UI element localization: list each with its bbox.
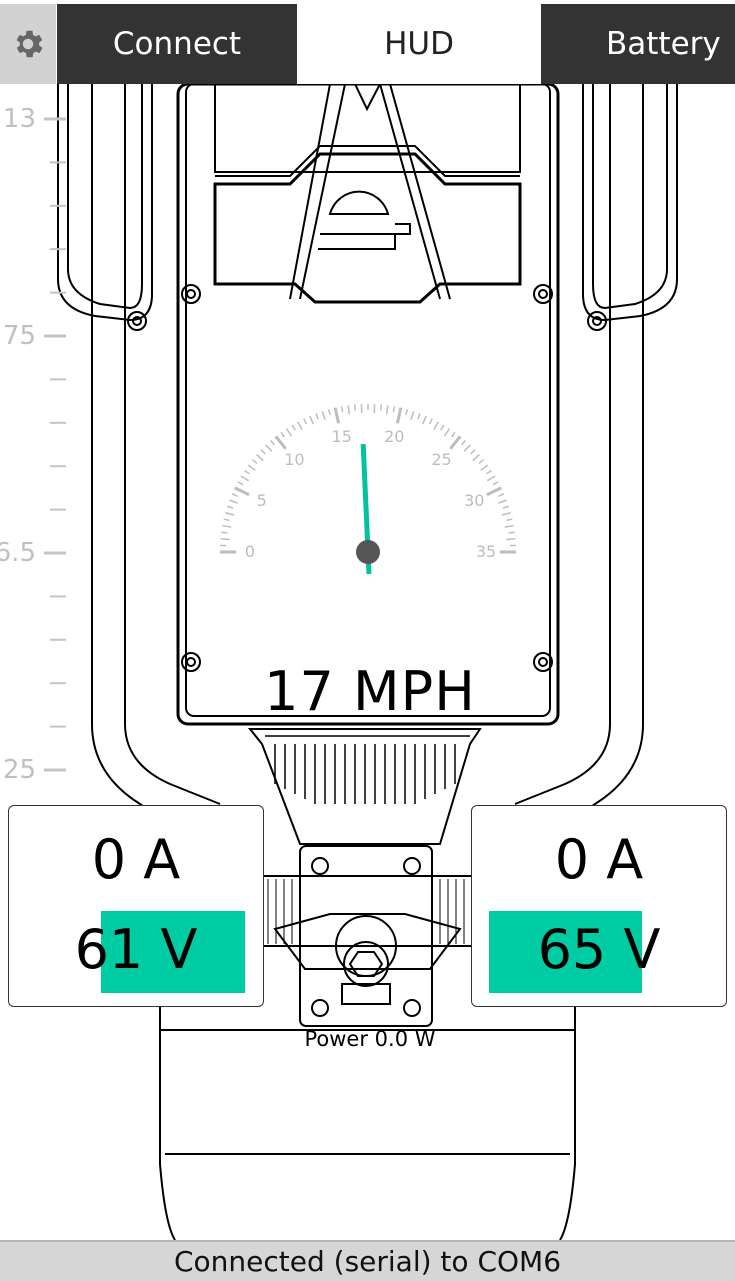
gear-icon bbox=[16, 30, 43, 58]
gauge-tick bbox=[340, 406, 344, 413]
gauge-tick bbox=[231, 493, 238, 497]
gauge-tick bbox=[470, 449, 476, 455]
gauge-tick bbox=[256, 454, 264, 462]
gauge-tick bbox=[405, 409, 409, 416]
scale-label: 6.5 bbox=[0, 538, 36, 568]
gauge-label: 5 bbox=[256, 490, 267, 510]
tab-hud[interactable]: HUD bbox=[297, 4, 541, 84]
gauge-tick bbox=[460, 440, 466, 446]
gauge-tick bbox=[303, 418, 308, 425]
board-outline bbox=[57, 84, 678, 1240]
gauge-tick bbox=[315, 413, 319, 420]
gauge-tick bbox=[428, 418, 433, 425]
gauge-tick bbox=[486, 475, 496, 482]
gauge-tick bbox=[501, 511, 511, 516]
right-voltage-bar bbox=[489, 911, 643, 993]
gauge-tick bbox=[291, 424, 296, 431]
gauge-tick bbox=[449, 435, 462, 450]
gauge-tick bbox=[504, 524, 514, 528]
gauge-label: 20 bbox=[384, 426, 405, 446]
gauge-tick bbox=[237, 481, 244, 486]
right-motor-panel: 0 A 65 V bbox=[471, 805, 727, 1007]
gauge-tick bbox=[244, 469, 250, 475]
speed-readout: 17 MPH bbox=[264, 660, 476, 723]
left-voltage-bar bbox=[101, 911, 245, 993]
gauge-tick bbox=[497, 499, 507, 504]
gauge-tick bbox=[502, 505, 509, 509]
scale-label: 75 bbox=[2, 321, 36, 351]
gauge-tick bbox=[385, 405, 389, 415]
gauge-tick bbox=[327, 409, 331, 416]
tab-connect[interactable]: Connect bbox=[57, 4, 297, 84]
gauge-tick bbox=[280, 431, 286, 438]
gauge-tick bbox=[440, 424, 445, 431]
gauge-tick bbox=[395, 407, 403, 424]
gauge-label: 0 bbox=[244, 542, 256, 561]
gauge-tick bbox=[463, 444, 471, 453]
gauge-tick bbox=[274, 435, 287, 450]
gauge-tick bbox=[480, 464, 489, 471]
gauge-tick bbox=[478, 459, 485, 465]
gauge-label: 35 bbox=[475, 542, 497, 561]
scale-label: 13 bbox=[2, 104, 36, 134]
gauge-label: 10 bbox=[284, 449, 305, 469]
gauge-tick bbox=[251, 459, 258, 465]
gauge-tick bbox=[265, 444, 273, 453]
gauge-tick bbox=[492, 481, 499, 486]
gauge-tick bbox=[379, 404, 383, 411]
gauge-tick bbox=[223, 518, 230, 522]
gauge-tick bbox=[508, 531, 515, 534]
settings-button[interactable] bbox=[0, 4, 56, 84]
gauge-tick bbox=[260, 449, 266, 455]
right-motor-voltage: 65 V bbox=[537, 918, 661, 981]
gauge-tick bbox=[247, 464, 256, 471]
gauge-tick bbox=[410, 411, 415, 421]
gauge-tick bbox=[220, 537, 230, 541]
left-motor-panel: 0 A 61 V bbox=[8, 805, 264, 1007]
gauge-tick bbox=[433, 421, 439, 430]
gauge-tick bbox=[225, 511, 235, 516]
power-readout: Power 0.0 W bbox=[304, 1027, 436, 1051]
gauge-label: 30 bbox=[464, 490, 485, 510]
gauge-tick bbox=[498, 493, 505, 497]
gauge-tick bbox=[285, 428, 293, 437]
tab-bar: Connect HUD Battery bbox=[0, 0, 735, 84]
gauge-tick bbox=[229, 499, 239, 504]
status-bar: Connected (serial) to COM6 bbox=[0, 1240, 735, 1281]
gauge-tick bbox=[472, 454, 480, 462]
gauge-label: 15 bbox=[331, 426, 352, 446]
gauge-tick bbox=[506, 537, 516, 541]
needle-hub bbox=[356, 540, 380, 564]
gauge-tick bbox=[297, 421, 303, 430]
gauge-tick bbox=[392, 406, 396, 413]
connection-status: Connected (serial) to COM6 bbox=[173, 1245, 562, 1278]
left-motor-current: 0 A bbox=[91, 828, 181, 891]
gauge-tick bbox=[222, 524, 232, 528]
gauge-label: 25 bbox=[431, 449, 452, 469]
gauge-tick bbox=[486, 486, 502, 497]
right-motor-current: 0 A bbox=[554, 828, 644, 891]
gauge-tick bbox=[450, 431, 456, 438]
gauge-tick bbox=[221, 531, 228, 534]
gauge-tick bbox=[506, 518, 513, 522]
gauge-tick bbox=[417, 413, 421, 420]
gauge-tick bbox=[234, 486, 250, 497]
gauge-tick bbox=[333, 407, 341, 424]
gauge-tick bbox=[486, 469, 492, 475]
gauge-tick bbox=[421, 415, 427, 425]
gauge-tick bbox=[443, 428, 451, 437]
gauge-tick bbox=[309, 415, 315, 425]
speedometer-gauge bbox=[220, 404, 516, 575]
gauge-tick bbox=[347, 405, 351, 415]
gauge-tick bbox=[353, 404, 357, 411]
left-motor-voltage: 61 V bbox=[74, 918, 198, 981]
gauge-tick bbox=[240, 475, 250, 482]
tab-battery[interactable]: Battery bbox=[541, 4, 735, 84]
gauge-tick bbox=[270, 440, 276, 446]
gauge-tick bbox=[321, 411, 326, 421]
scale-label: 25 bbox=[2, 755, 36, 785]
gauge-tick bbox=[227, 505, 234, 509]
